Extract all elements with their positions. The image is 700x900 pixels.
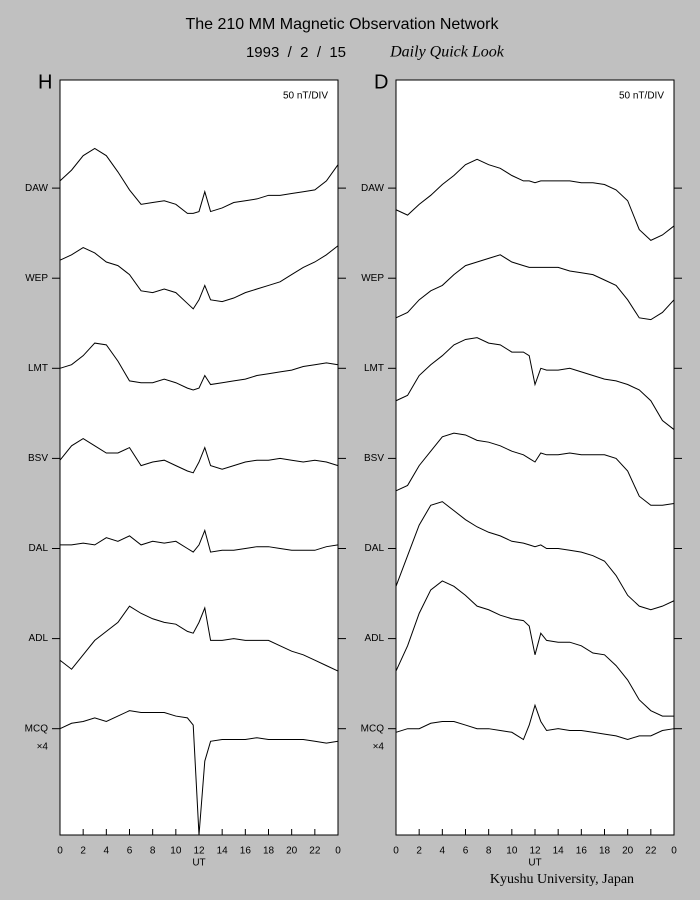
x-tick-label: 2 (416, 846, 422, 857)
x-tick-label: 2 (80, 846, 86, 857)
x-tick-label: 18 (599, 846, 611, 857)
x-tick-label: 4 (104, 846, 110, 857)
trace (395, 580, 674, 717)
date: 1993 / 2 / 15 (246, 44, 346, 61)
x-tick-label: 12 (193, 846, 205, 857)
scale-note: ×4 (37, 741, 49, 752)
x-tick-label: 12 (529, 846, 541, 857)
y-tick-label: WEP (361, 273, 384, 284)
trace (59, 147, 339, 214)
y-tick-label: ADL (29, 633, 49, 644)
y-tick-label: BSV (364, 453, 384, 464)
trace (59, 245, 339, 310)
x-axis-label: UT (192, 858, 205, 869)
trace (395, 703, 675, 741)
x-tick-label: 14 (553, 846, 565, 857)
subtitle: Daily Quick Look (389, 44, 505, 61)
y-tick-label: WEP (25, 273, 48, 284)
x-axis-label: UT (528, 858, 541, 869)
x-tick-label: 10 (506, 846, 518, 857)
x-tick-label: 0 (393, 846, 399, 857)
x-tick-label: 8 (486, 846, 492, 857)
title: The 210 MM Magnetic Observation Network (185, 16, 499, 33)
y-tick-label: ADL (365, 633, 385, 644)
trace (59, 437, 339, 474)
y-tick-label: MCQ (361, 723, 385, 734)
trace (395, 432, 675, 506)
trace (395, 337, 675, 430)
scale-note: ×4 (373, 741, 385, 752)
y-tick-label: DAW (361, 183, 385, 194)
x-tick-label: 16 (576, 846, 588, 857)
trace (60, 528, 339, 553)
trace (59, 605, 339, 672)
trace (395, 158, 675, 241)
x-tick-label: 10 (170, 846, 182, 857)
x-tick-label: 20 (622, 846, 634, 857)
panel-label: H (38, 71, 52, 93)
y-tick-label: MCQ (25, 723, 49, 734)
x-tick-label: 18 (263, 846, 275, 857)
annotation: 50 nT/DIV (283, 91, 328, 102)
panel-label: D (374, 71, 388, 93)
y-tick-label: DAW (25, 183, 49, 194)
x-tick-label: 4 (440, 846, 446, 857)
x-tick-label: 0 (671, 846, 677, 857)
y-tick-label: BSV (28, 453, 48, 464)
plot-area (59, 79, 339, 836)
x-tick-label: 16 (240, 846, 252, 857)
x-tick-label: 22 (645, 846, 657, 857)
x-tick-label: 14 (217, 846, 229, 857)
trace (395, 501, 675, 611)
x-tick-label: 20 (286, 846, 298, 857)
y-tick-label: DAL (365, 543, 385, 554)
y-tick-label: LMT (364, 363, 384, 374)
y-tick-label: DAL (29, 543, 49, 554)
trace (59, 342, 339, 391)
trace (395, 254, 675, 321)
x-tick-label: 22 (309, 846, 321, 857)
x-tick-label: 0 (335, 846, 341, 857)
x-tick-label: 6 (463, 846, 469, 857)
plot-area (395, 79, 675, 836)
x-tick-label: 0 (57, 846, 63, 857)
footer: Kyushu University, Japan (490, 872, 634, 887)
annotation: 50 nT/DIV (619, 91, 664, 102)
x-tick-label: 8 (150, 846, 156, 857)
y-tick-label: LMT (28, 363, 48, 374)
trace (59, 710, 339, 836)
x-tick-label: 6 (127, 846, 133, 857)
